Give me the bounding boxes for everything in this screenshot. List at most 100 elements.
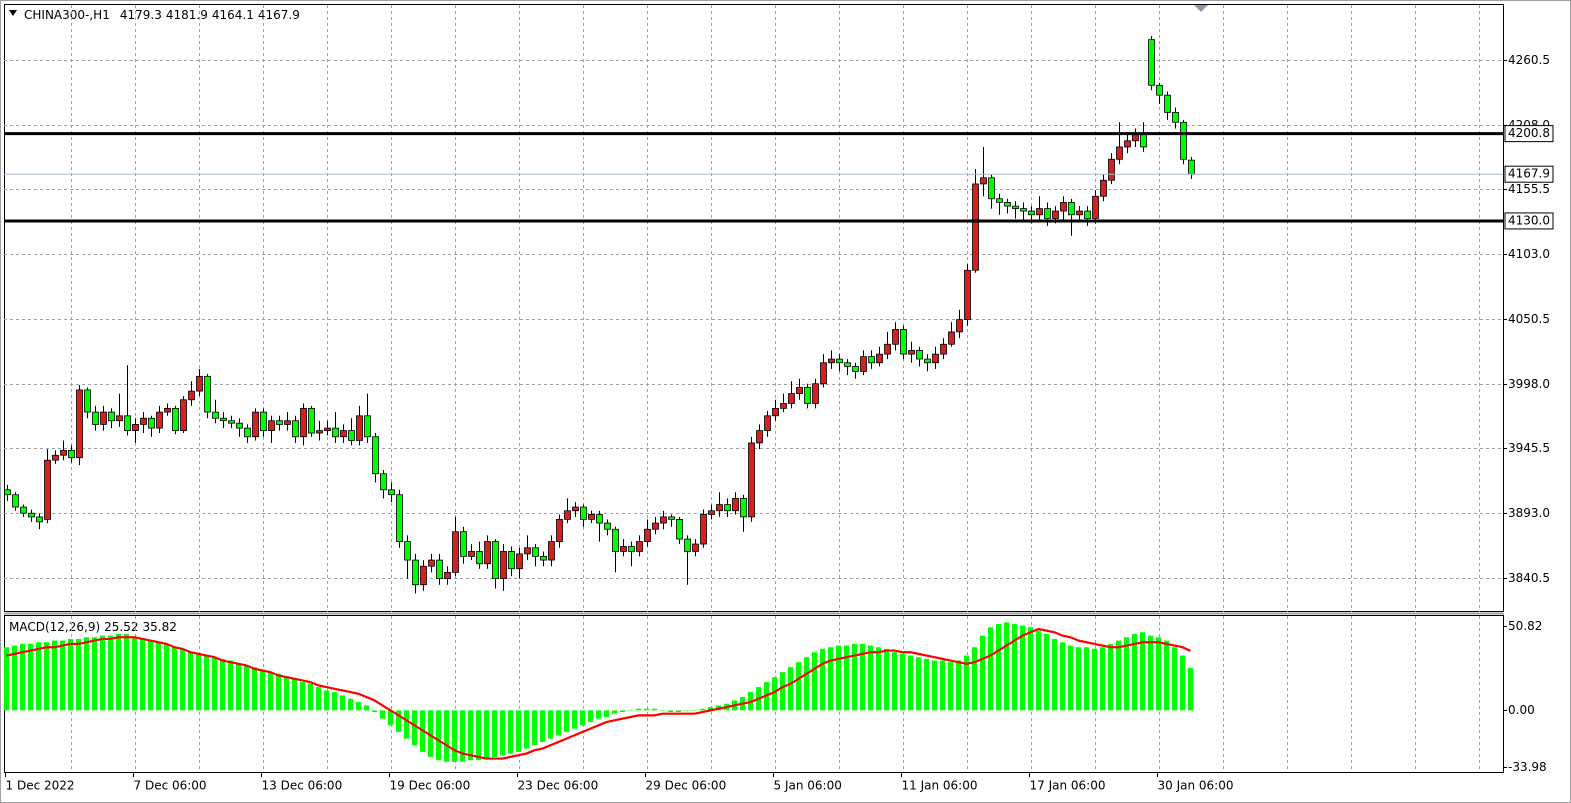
macd-bar xyxy=(652,708,657,711)
macd-bar xyxy=(876,647,881,711)
candle-body xyxy=(1076,210,1083,216)
candle-body xyxy=(324,427,331,431)
macd-bar xyxy=(252,667,257,711)
macd-bar xyxy=(1116,640,1121,711)
macd-bar xyxy=(572,710,577,729)
macd-bar xyxy=(300,682,305,711)
candle-body xyxy=(852,366,859,372)
candle-body xyxy=(540,555,547,561)
candle-body xyxy=(756,430,763,444)
candle-body xyxy=(1020,208,1027,212)
candle-body xyxy=(668,516,675,520)
candle-body xyxy=(588,514,595,520)
menu-triangle[interactable] xyxy=(9,10,17,16)
indicator-title: MACD(12,26,9) 25.52 35.82 xyxy=(9,620,177,634)
macd-bar xyxy=(708,707,713,711)
candle-body xyxy=(468,551,475,557)
macd-bar xyxy=(628,710,633,711)
macd-bar xyxy=(36,642,41,711)
macd-bar xyxy=(612,710,617,714)
candle-body xyxy=(236,422,243,429)
macd-bar xyxy=(284,677,289,711)
macd-bar xyxy=(580,710,585,726)
candle-body xyxy=(100,411,107,425)
x-tick-label: 19 Dec 06:00 xyxy=(390,779,471,793)
candle-body xyxy=(4,489,11,496)
candle-body xyxy=(300,407,307,438)
candle-body xyxy=(1068,202,1075,216)
macd-bar xyxy=(660,710,665,711)
macd-bar xyxy=(524,710,529,749)
macd-bar xyxy=(700,708,705,711)
candle-body xyxy=(60,449,67,456)
macd-bar xyxy=(900,653,905,711)
candle-body xyxy=(268,420,275,431)
macd-bar xyxy=(644,708,649,711)
candle-body xyxy=(748,442,755,518)
candle-body xyxy=(172,407,179,431)
macd-bar xyxy=(532,710,537,746)
candle-body xyxy=(660,516,667,524)
macd-bar xyxy=(1012,623,1017,711)
candle-body xyxy=(188,390,195,401)
candle-body xyxy=(1028,210,1035,216)
macd-bar xyxy=(676,710,681,713)
macd-bar xyxy=(116,633,121,711)
candle-body xyxy=(508,551,515,570)
macd-bar xyxy=(1076,647,1081,711)
candle-body xyxy=(676,518,683,540)
x-tick-label: 13 Dec 06:00 xyxy=(262,779,343,793)
candle-body xyxy=(548,541,555,561)
macd-bar xyxy=(148,640,153,711)
macd-bar xyxy=(92,637,97,711)
macd-bar xyxy=(860,643,865,711)
macd-bar xyxy=(100,635,105,711)
candle-body xyxy=(804,387,811,404)
indicator-name: MACD(12,26,9) xyxy=(9,620,100,634)
macd-bar xyxy=(1092,648,1097,711)
x-tick-label: 23 Dec 06:00 xyxy=(518,779,599,793)
macd-bar xyxy=(108,635,113,711)
candle-body xyxy=(836,358,843,364)
macd-bar xyxy=(796,662,801,711)
macd-bar xyxy=(380,710,385,719)
macd-bar xyxy=(812,652,817,711)
candle-body xyxy=(340,430,347,438)
macd-bar xyxy=(1068,645,1073,711)
ohlc-value: 4179.3 xyxy=(120,8,162,22)
macd-bar xyxy=(436,710,441,761)
candle-body xyxy=(92,411,99,425)
candle-body xyxy=(180,399,187,431)
candle-body xyxy=(788,393,795,404)
candle-body xyxy=(372,436,379,475)
macd-bar xyxy=(180,648,185,711)
candle-body xyxy=(860,356,867,372)
macd-bar xyxy=(1100,647,1105,711)
macd-bar xyxy=(804,657,809,711)
macd-bar xyxy=(124,633,129,711)
y-tick-label: 4103.0 xyxy=(1508,247,1550,261)
candle-body xyxy=(404,541,411,561)
macd-bar xyxy=(348,698,353,711)
signal-value: 35.82 xyxy=(143,620,177,634)
candle-body xyxy=(84,389,91,413)
candle-body xyxy=(612,528,619,552)
macd-bar xyxy=(980,635,985,711)
level-box xyxy=(1504,125,1554,143)
macd-bar xyxy=(836,645,841,711)
current-price-label: 4167.9 xyxy=(1508,167,1550,181)
y-tick-label: 3998.0 xyxy=(1508,377,1550,391)
y-tick-label: 3893.0 xyxy=(1508,506,1550,520)
candle-body xyxy=(564,510,571,520)
macd-bar xyxy=(412,710,417,746)
macd-bar xyxy=(788,667,793,711)
candle-body xyxy=(972,183,979,271)
candle-body xyxy=(556,518,563,542)
shift-marker[interactable] xyxy=(1194,5,1208,12)
candle-body xyxy=(740,498,747,518)
macd-bar xyxy=(196,653,201,711)
macd-bar xyxy=(564,710,569,732)
candle-body xyxy=(1156,84,1163,96)
macd-bar xyxy=(484,710,489,759)
y-tick-label: -33.98 xyxy=(1508,760,1547,774)
